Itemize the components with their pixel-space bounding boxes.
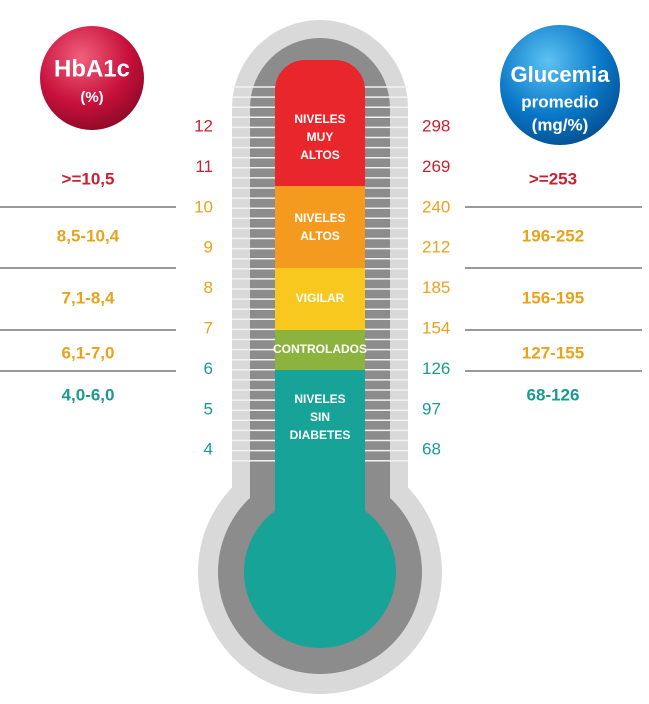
glucose-range: 68-126	[527, 385, 580, 404]
glucose-tick: 185	[422, 278, 450, 297]
glucose-range: 127-155	[522, 343, 584, 362]
zone-label: CONTROLADOS	[273, 342, 367, 356]
zone-label: MUY	[307, 130, 334, 144]
hba1c-range: 4,0-6,0	[62, 385, 115, 404]
glucose-tick: 240	[422, 197, 450, 216]
hba1c-tick: 7	[204, 318, 213, 337]
hba1c-range: 6,1-7,0	[62, 343, 115, 362]
glucose-tick: 97	[422, 399, 441, 418]
zone-label: NIVELES	[294, 211, 345, 225]
hba1c-tick: 12	[194, 116, 213, 135]
hba1c-tick: 9	[204, 238, 213, 257]
glucose-badge	[500, 25, 620, 145]
hba1c-tick: 8	[204, 278, 213, 297]
hba1c-tick: 5	[204, 399, 213, 418]
zone-label: SIN	[310, 410, 330, 424]
glucose-tick: 154	[422, 318, 450, 337]
glucose-tick: 269	[422, 157, 450, 176]
glucose-tick: 212	[422, 238, 450, 257]
zone-label: NIVELES	[294, 392, 345, 406]
thermometer	[198, 20, 442, 694]
hba1c-tick: 10	[194, 197, 213, 216]
glucose-tick: 126	[422, 359, 450, 378]
badge-title: Glucemia	[510, 62, 610, 87]
badge-unit: (%)	[80, 89, 103, 106]
hba1c-range: >=10,5	[62, 169, 115, 188]
glucose-tick: 298	[422, 116, 450, 135]
glucose-tick: 68	[422, 440, 441, 459]
hba1c-badge	[40, 26, 144, 130]
hba1c-tick: 4	[204, 440, 213, 459]
hba1c-range: 7,1-8,4	[62, 288, 115, 307]
hba1c-tick: 11	[195, 157, 213, 176]
zone-label: VIGILAR	[296, 291, 345, 305]
glucose-range: 156-195	[522, 288, 584, 307]
badge-title: HbA1c	[54, 55, 130, 82]
glucose-range: 196-252	[522, 226, 584, 245]
hba1c-range: 8,5-10,4	[57, 226, 120, 245]
zone-label: ALTOS	[300, 229, 340, 243]
badge-unit: (mg/%)	[532, 115, 589, 134]
zone-label: ALTOS	[300, 148, 340, 162]
hba1c-tick: 6	[204, 359, 213, 378]
zone-label: DIABETES	[290, 428, 351, 442]
zone-label: NIVELES	[294, 112, 345, 126]
glucose-range: >=253	[529, 169, 577, 188]
badge-line: promedio	[521, 92, 598, 111]
